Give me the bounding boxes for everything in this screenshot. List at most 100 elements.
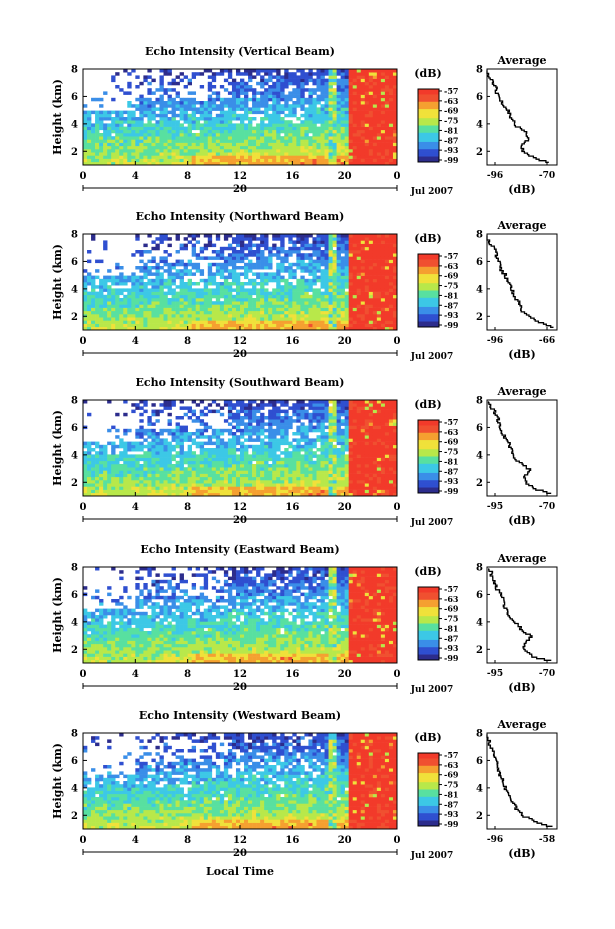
colorbar-swatch	[418, 255, 439, 259]
colorbar-swatch	[418, 325, 439, 328]
colorbar-swatch	[418, 774, 439, 778]
y-tick-label: 8	[71, 230, 78, 241]
day-label: 20	[233, 682, 247, 693]
colorbar-swatch	[418, 120, 439, 123]
average-y-tick-label: 2	[476, 645, 483, 656]
colorbar-swatch	[418, 618, 439, 621]
colorbar-swatch	[418, 489, 439, 492]
colorbar-swatch	[418, 303, 439, 306]
average-y-tick-label: 2	[476, 147, 483, 158]
panel-4: Echo Intensity (Eastward Beam) 2 4 6 8 Height…	[51, 543, 558, 695]
average-panel: Average 2 4 6 8 -96 -58 (dB)	[476, 718, 558, 860]
x-tick-label: 20	[338, 336, 352, 347]
colorbar-swatch	[418, 596, 439, 599]
colorbar-label: (dB)	[414, 67, 441, 80]
colorbar-swatch	[418, 778, 439, 781]
colorbar-swatch	[418, 811, 439, 814]
colorbar-tick-label: -63	[444, 760, 459, 770]
average-x-tick-label: -96	[487, 835, 503, 845]
colorbar-swatch	[418, 103, 439, 106]
colorbar-swatch	[418, 434, 439, 437]
colorbar-swatch	[418, 822, 439, 825]
average-x-tick-label: -95	[487, 502, 503, 512]
colorbar-swatch	[418, 160, 439, 163]
colorbar-swatch	[418, 649, 439, 652]
day-label: 20	[233, 349, 247, 360]
colorbar-swatch	[418, 140, 439, 143]
colorbar-swatch	[418, 809, 439, 812]
colorbar-swatch	[418, 257, 439, 260]
colorbar-tick-label: -69	[444, 437, 459, 447]
colorbar-swatch	[418, 587, 439, 590]
colorbar-tick-label: -87	[444, 799, 458, 809]
colorbar: -57-63-69-75-81-87-93-99	[417, 750, 459, 829]
average-profile-line	[486, 70, 549, 163]
colorbar-swatch	[418, 487, 439, 490]
colorbar: -57-63-69-75-81-87-93-99	[417, 86, 459, 165]
colorbar-swatch	[418, 147, 439, 150]
colorbar-swatch	[418, 105, 439, 108]
colorbar-swatch	[418, 776, 439, 779]
colorbar-swatch	[418, 601, 439, 604]
average-panel: Average 2 4 6 8 -96 -70 (dB)	[476, 54, 558, 196]
x-tick-label: 8	[184, 835, 191, 846]
average-frame	[486, 233, 558, 331]
average-y-tick-label: 6	[476, 92, 483, 103]
colorbar-swatch	[418, 429, 439, 432]
colorbar-swatch	[418, 286, 439, 290]
colorbar-swatch	[418, 114, 439, 117]
panel-title: Echo Intensity (Vertical Beam)	[145, 45, 335, 58]
colorbar-swatch	[418, 107, 439, 110]
colorbar-swatch	[418, 127, 439, 130]
colorbar-tick-label: -93	[444, 310, 459, 320]
average-x-label: (dB)	[508, 847, 535, 860]
colorbar-swatch	[418, 483, 439, 487]
date-label: Jul 2007	[410, 352, 453, 362]
colorbar-tick-label: -57	[444, 750, 458, 760]
colorbar-swatch	[418, 472, 439, 476]
colorbar-swatch	[418, 288, 439, 291]
colorbar-tick-label: -81	[444, 789, 458, 799]
y-axis-label: Height (km)	[51, 244, 64, 320]
x-tick-label: 16	[285, 171, 299, 182]
average-x-tick-label: -58	[539, 835, 555, 845]
colorbar-swatch	[418, 632, 439, 635]
colorbar-swatch	[418, 312, 439, 315]
colorbar-swatch	[418, 456, 439, 459]
colorbar-swatch	[418, 798, 439, 801]
x-tick-label: 4	[132, 835, 139, 846]
x-tick-label: 0	[394, 669, 401, 680]
colorbar-swatch	[418, 129, 439, 132]
colorbar-swatch	[418, 612, 439, 615]
average-y-tick-label: 6	[476, 756, 483, 767]
y-tick-label: 2	[71, 147, 78, 158]
colorbar-swatch	[418, 630, 439, 634]
x-tick-label: 20	[338, 502, 352, 513]
x-tick-label: 12	[233, 171, 247, 182]
average-y-tick-label: 4	[476, 450, 483, 461]
heatmap	[83, 567, 398, 664]
panel-2: Echo Intensity (Northward Beam) 2 4 6 8 Heigh…	[51, 210, 558, 362]
colorbar-swatch	[418, 98, 439, 101]
average-frame	[486, 732, 558, 830]
colorbar-swatch	[418, 652, 439, 655]
panel-title: Echo Intensity (Westward Beam)	[139, 709, 341, 722]
colorbar-swatch	[418, 625, 439, 628]
colorbar-swatch	[418, 480, 439, 483]
y-tick-label: 2	[71, 645, 78, 656]
colorbar-swatch	[418, 306, 439, 310]
colorbar-swatch	[418, 634, 439, 637]
y-tick-label: 4	[71, 450, 78, 461]
colorbar-swatch	[418, 295, 439, 299]
colorbar-swatch	[418, 443, 439, 446]
x-tick-label: 12	[233, 835, 247, 846]
x-tick-label: 4	[132, 171, 139, 182]
colorbar-label: (dB)	[414, 565, 441, 578]
average-x-tick-label: -96	[487, 336, 503, 346]
colorbar-swatch	[418, 607, 439, 610]
colorbar-swatch	[418, 782, 439, 785]
colorbar-swatch	[418, 773, 439, 776]
colorbar-tick-label: -93	[444, 145, 459, 155]
colorbar-swatch	[418, 594, 439, 597]
colorbar-swatch	[418, 758, 439, 761]
